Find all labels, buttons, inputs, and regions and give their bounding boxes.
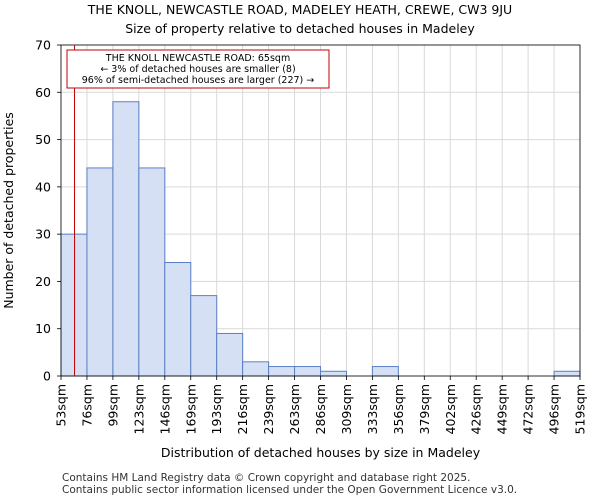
y-tick-label: 0 (43, 369, 51, 384)
x-tick-label: 519sqm (573, 384, 588, 434)
bar (553, 370, 581, 377)
y-tick-label: 10 (35, 321, 51, 336)
bar (138, 167, 166, 377)
y-tick-labels: 0 10 20 30 40 50 60 70 (35, 38, 61, 384)
bar (268, 366, 296, 377)
x-tick-label: 216sqm (235, 384, 250, 434)
y-axis-label: Number of detached properties (1, 112, 16, 309)
chart-subtitle: Size of property relative to detached ho… (125, 21, 475, 36)
x-tick-label: 286sqm (313, 384, 328, 434)
x-tick-label: 449sqm (495, 384, 510, 434)
bar (216, 332, 244, 377)
footer-copyright: Contains HM Land Registry data © Crown c… (62, 472, 471, 484)
x-tick-label: 53sqm (54, 384, 69, 427)
x-tick-label: 239sqm (261, 384, 276, 434)
x-tick-label: 426sqm (469, 384, 484, 434)
x-tick-label: 379sqm (417, 384, 432, 434)
bar (86, 167, 114, 377)
x-tick-label: 146sqm (157, 384, 172, 434)
y-tick-label: 30 (35, 227, 51, 242)
x-tick-label: 169sqm (183, 384, 198, 434)
x-tick-label: 123sqm (131, 384, 146, 434)
annotation-line-2: ← 3% of detached houses are smaller (8) (100, 64, 295, 75)
plot-frame (60, 44, 581, 377)
bar (320, 370, 347, 377)
y-tick-label: 40 (35, 179, 51, 194)
bar (60, 233, 88, 377)
x-tick-label: 309sqm (339, 384, 354, 434)
x-tick-label: 356sqm (391, 384, 406, 434)
annotation-line-3: 96% of semi-detached houses are larger (… (82, 75, 315, 86)
x-tick-labels: 53sqm 76sqm 99sqm 123sqm 146sqm 169sqm 193sqm 2… (54, 376, 588, 434)
y-tick-label: 70 (35, 38, 51, 53)
x-tick-label: 99sqm (105, 384, 120, 427)
footer-licence: Contains public sector information licen… (62, 484, 518, 496)
bar (190, 295, 218, 377)
bar (294, 366, 321, 377)
x-tick-label: 76sqm (79, 384, 94, 427)
bar (242, 361, 270, 377)
chart-title: THE KNOLL, NEWCASTLE ROAD, MADELEY HEATH… (87, 2, 513, 17)
x-tick-label: 402sqm (443, 384, 458, 434)
annotation-line-1: THE KNOLL NEWCASTLE ROAD: 65sqm (105, 53, 290, 64)
x-tick-label: 472sqm (521, 384, 536, 434)
x-tick-label: 263sqm (287, 384, 302, 434)
y-tick-label: 60 (35, 85, 51, 100)
x-tick-label: 496sqm (547, 384, 562, 434)
x-tick-label: 193sqm (209, 384, 224, 434)
bar (112, 101, 140, 377)
y-tick-label: 20 (35, 274, 51, 289)
x-tick-label: 333sqm (365, 384, 380, 434)
y-tick-label: 50 (35, 132, 51, 147)
bar (371, 366, 399, 377)
bars (60, 101, 581, 377)
bar (164, 262, 192, 377)
annotation-box (66, 49, 330, 89)
x-axis-label: Distribution of detached houses by size … (161, 445, 481, 460)
